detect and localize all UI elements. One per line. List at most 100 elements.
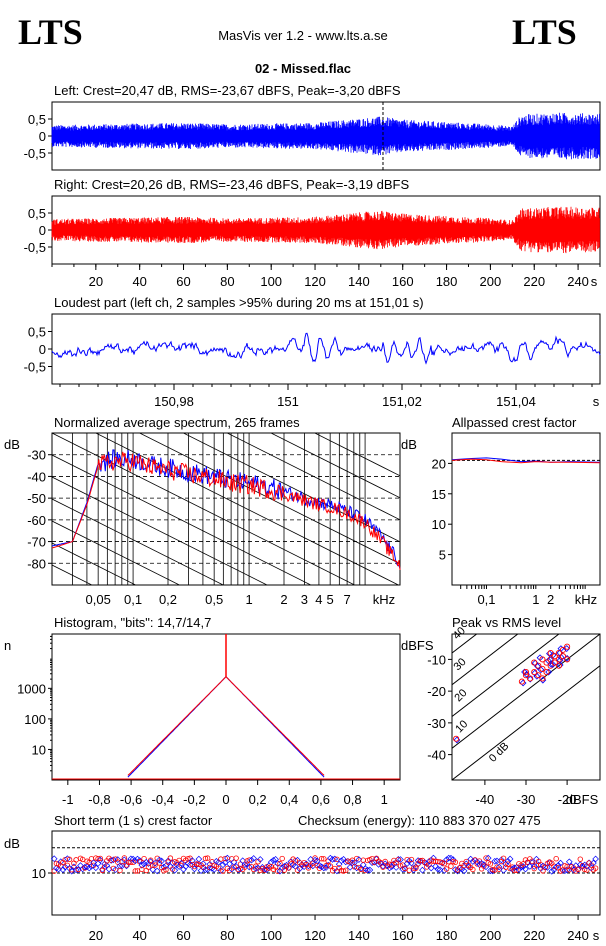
shortterm-point-left: [355, 856, 363, 863]
spectrum-xtick-label: 0,05: [86, 592, 111, 607]
spectrum-ylabel: dB: [4, 437, 20, 452]
spectrum-slope-line: [182, 433, 400, 543]
shortterm-point-left: [272, 856, 279, 863]
loudest-ytick-label: 0: [39, 342, 46, 357]
shortterm-point-left: [99, 866, 106, 873]
loudest-xtick-label: 151,04: [496, 394, 536, 409]
shortterm-point-left: [195, 855, 203, 863]
peakrms-xtick-label: -20: [558, 792, 577, 807]
peakrms-xunit: dBFS: [566, 792, 599, 807]
peakrms-point-right: [531, 659, 538, 666]
spectrum-ytick-label: -40: [27, 469, 46, 484]
shortterm-point-left: [90, 859, 97, 867]
shortterm-point-left: [250, 855, 257, 862]
spectrum-xtick-label: 2: [280, 592, 287, 607]
shortterm-point-right: [53, 860, 60, 867]
histogram-ytick-label: 100: [24, 712, 46, 727]
shortterm-point-left: [188, 857, 196, 864]
shortterm-point-right: [132, 868, 138, 874]
shortterm-point-right: [277, 860, 283, 867]
peakrms-point-right: [535, 672, 542, 679]
shortterm-point-right: [147, 857, 154, 863]
shortterm-point-left: [379, 862, 387, 870]
peakrms-point-right: [547, 649, 554, 657]
shortterm-point-right: [204, 855, 211, 861]
histogram-xtick-label: -0,8: [88, 792, 110, 807]
shortterm-point-right: [66, 856, 73, 863]
peakrms-point-right: [518, 678, 525, 685]
allpassed-title: Allpassed crest factor: [452, 415, 577, 430]
histogram-xtick-label: -0,2: [183, 792, 205, 807]
left-channel-waveform: [51, 112, 600, 160]
shortterm-point-left: [469, 858, 477, 865]
shortterm-point-right: [448, 863, 454, 869]
histogram-ytick-label: 1000: [17, 681, 46, 696]
peakrms-diagonal: [452, 634, 600, 749]
shortterm-point-left: [590, 859, 597, 867]
histogram-xtick-label: -0,4: [152, 792, 174, 807]
right-title: Right: Crest=20,26 dB, RMS=-23,46 dBFS, …: [54, 177, 409, 192]
shortterm-point-right: [143, 867, 149, 874]
shortterm-point-left: [151, 859, 159, 867]
shortterm-xtick-label: 60: [176, 928, 190, 943]
shortterm-xtick-label: 240: [567, 928, 589, 943]
peakrms-point-right: [527, 675, 534, 682]
shortterm-point-right: [152, 862, 158, 868]
shortterm-point-left: [96, 856, 104, 864]
allpassed-frame: [451, 432, 601, 586]
shortterm-point-left: [449, 856, 457, 863]
peakrms-title: Peak vs RMS level: [452, 615, 561, 630]
shortterm-point-left: [283, 861, 290, 869]
time-xtick-label: s: [591, 274, 598, 289]
shortterm-point-right: [207, 864, 213, 871]
peakrms-point-right: [522, 669, 530, 676]
shortterm-point-left: [592, 855, 599, 863]
shortterm-point-left: [364, 866, 371, 874]
peakrms-point-right: [543, 669, 550, 676]
shortterm-point-left: [493, 857, 501, 865]
shortterm-point-right: [584, 867, 590, 873]
peakrms-point-right: [531, 669, 538, 676]
shortterm-point-right: [321, 856, 327, 862]
spectrum-slope-line: [52, 454, 312, 585]
shortterm-point-left: [114, 856, 122, 863]
allpassed-series-right: [451, 458, 601, 464]
shortterm-point-left: [565, 858, 573, 866]
shortterm-point-left: [191, 865, 198, 873]
spectrum-xtick-label: 1: [245, 592, 252, 607]
histogram-xtick-label: 0,4: [280, 792, 298, 807]
peakrms-point-left: [519, 679, 527, 687]
spectrum-slope-line: [270, 433, 400, 499]
shortterm-point-right: [286, 865, 292, 871]
peakrms-point-right: [547, 662, 554, 669]
shortterm-point-left: [92, 864, 100, 872]
right-channel-ytick-label: 0,5: [28, 206, 46, 221]
shortterm-point-right: [71, 860, 77, 866]
shortterm-point-right: [141, 855, 147, 862]
shortterm-point-right: [450, 858, 456, 865]
peakrms-ylabel: dBFS: [401, 638, 434, 653]
shortterm-point-left: [83, 863, 91, 871]
time-xtick-label: 180: [436, 274, 458, 289]
peakrms-point-left: [545, 668, 552, 676]
peakrms-point-right: [555, 662, 562, 669]
left-channel-ytick-label: 0,5: [28, 112, 46, 127]
shortterm-point-left: [215, 858, 222, 866]
time-xtick-label: 240: [567, 274, 589, 289]
shortterm-point-left: [228, 865, 236, 873]
shortterm-point-left: [210, 866, 218, 873]
shortterm-point-right: [505, 861, 511, 867]
shortterm-xtick-label: 80: [220, 928, 234, 943]
shortterm-point-left: [164, 857, 172, 865]
shortterm-point-left: [59, 866, 67, 874]
shortterm-point-left: [366, 866, 374, 874]
time-xtick-label: 20: [89, 274, 103, 289]
shortterm-point-left: [487, 867, 494, 875]
shortterm-xtick-label: 220: [523, 928, 545, 943]
spectrum-slope-line: [52, 542, 137, 585]
spectrum-ytick-label: -50: [27, 491, 46, 506]
shortterm-point-right: [402, 865, 408, 872]
right-channel-ytick-label: -0,5: [24, 240, 46, 255]
shortterm-point-right: [441, 861, 448, 867]
shortterm-point-left: [515, 866, 523, 873]
